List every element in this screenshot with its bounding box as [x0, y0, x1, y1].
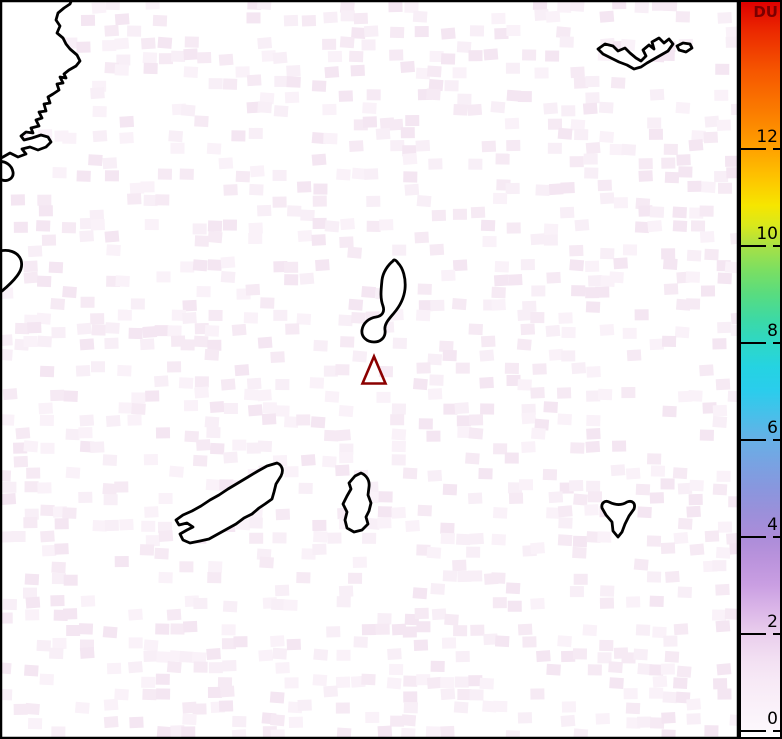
coastline-island-southeast-triangular [600, 499, 636, 539]
coastline-island-west-edge-bump [0, 249, 24, 294]
coastline-island-south-central [341, 471, 373, 534]
colorbar-tick-label: 2 [767, 612, 778, 632]
colorbar-tick-label: 0 [767, 709, 778, 729]
coastline-mainland-coast-northwest [0, 0, 82, 161]
coastlines-layer [0, 0, 694, 545]
colorbar-tick [773, 148, 780, 150]
colorbar-tick [741, 633, 766, 635]
colorbar-tick [773, 342, 780, 344]
colorbar-tick [741, 536, 766, 538]
coastline-island-northeast-chain [596, 36, 675, 71]
colorbar-tick [773, 439, 780, 441]
colorbar-tick [741, 342, 766, 344]
map-frame [0, 0, 739, 739]
colorbar-tick [773, 730, 780, 732]
colorbar-tick-label: 12 [756, 127, 778, 147]
colorbar-tick-label: 4 [767, 515, 778, 535]
coastline-islet-west-edge-lower [0, 160, 15, 182]
noise-layer [0, 0, 739, 739]
coastline-island-central-north [360, 258, 407, 344]
colorbar-unit-label: DU [753, 3, 778, 21]
colorbar-tick [773, 633, 780, 635]
colorbar-tick-label: 10 [756, 224, 778, 244]
colorbar-tick-label: 8 [767, 321, 778, 341]
colorbar-tick [741, 245, 766, 247]
map-canvas [0, 0, 739, 739]
colorbar: 12 10 8 6 4 2 0 DU [739, 0, 782, 739]
colorbar-tick-label: 6 [767, 418, 778, 438]
map-plot-area [0, 0, 739, 739]
colorbar-tick [741, 148, 766, 150]
colorbar-gradient [741, 2, 780, 737]
colorbar-tick [773, 245, 780, 247]
colorbar-tick [741, 439, 766, 441]
colorbar-tick [773, 536, 780, 538]
colorbar-tick [741, 730, 766, 732]
coastline-islet-northeast-small [675, 41, 694, 54]
volcano-marker-icon [360, 353, 388, 385]
coastline-island-southwest-elongated [174, 461, 284, 545]
